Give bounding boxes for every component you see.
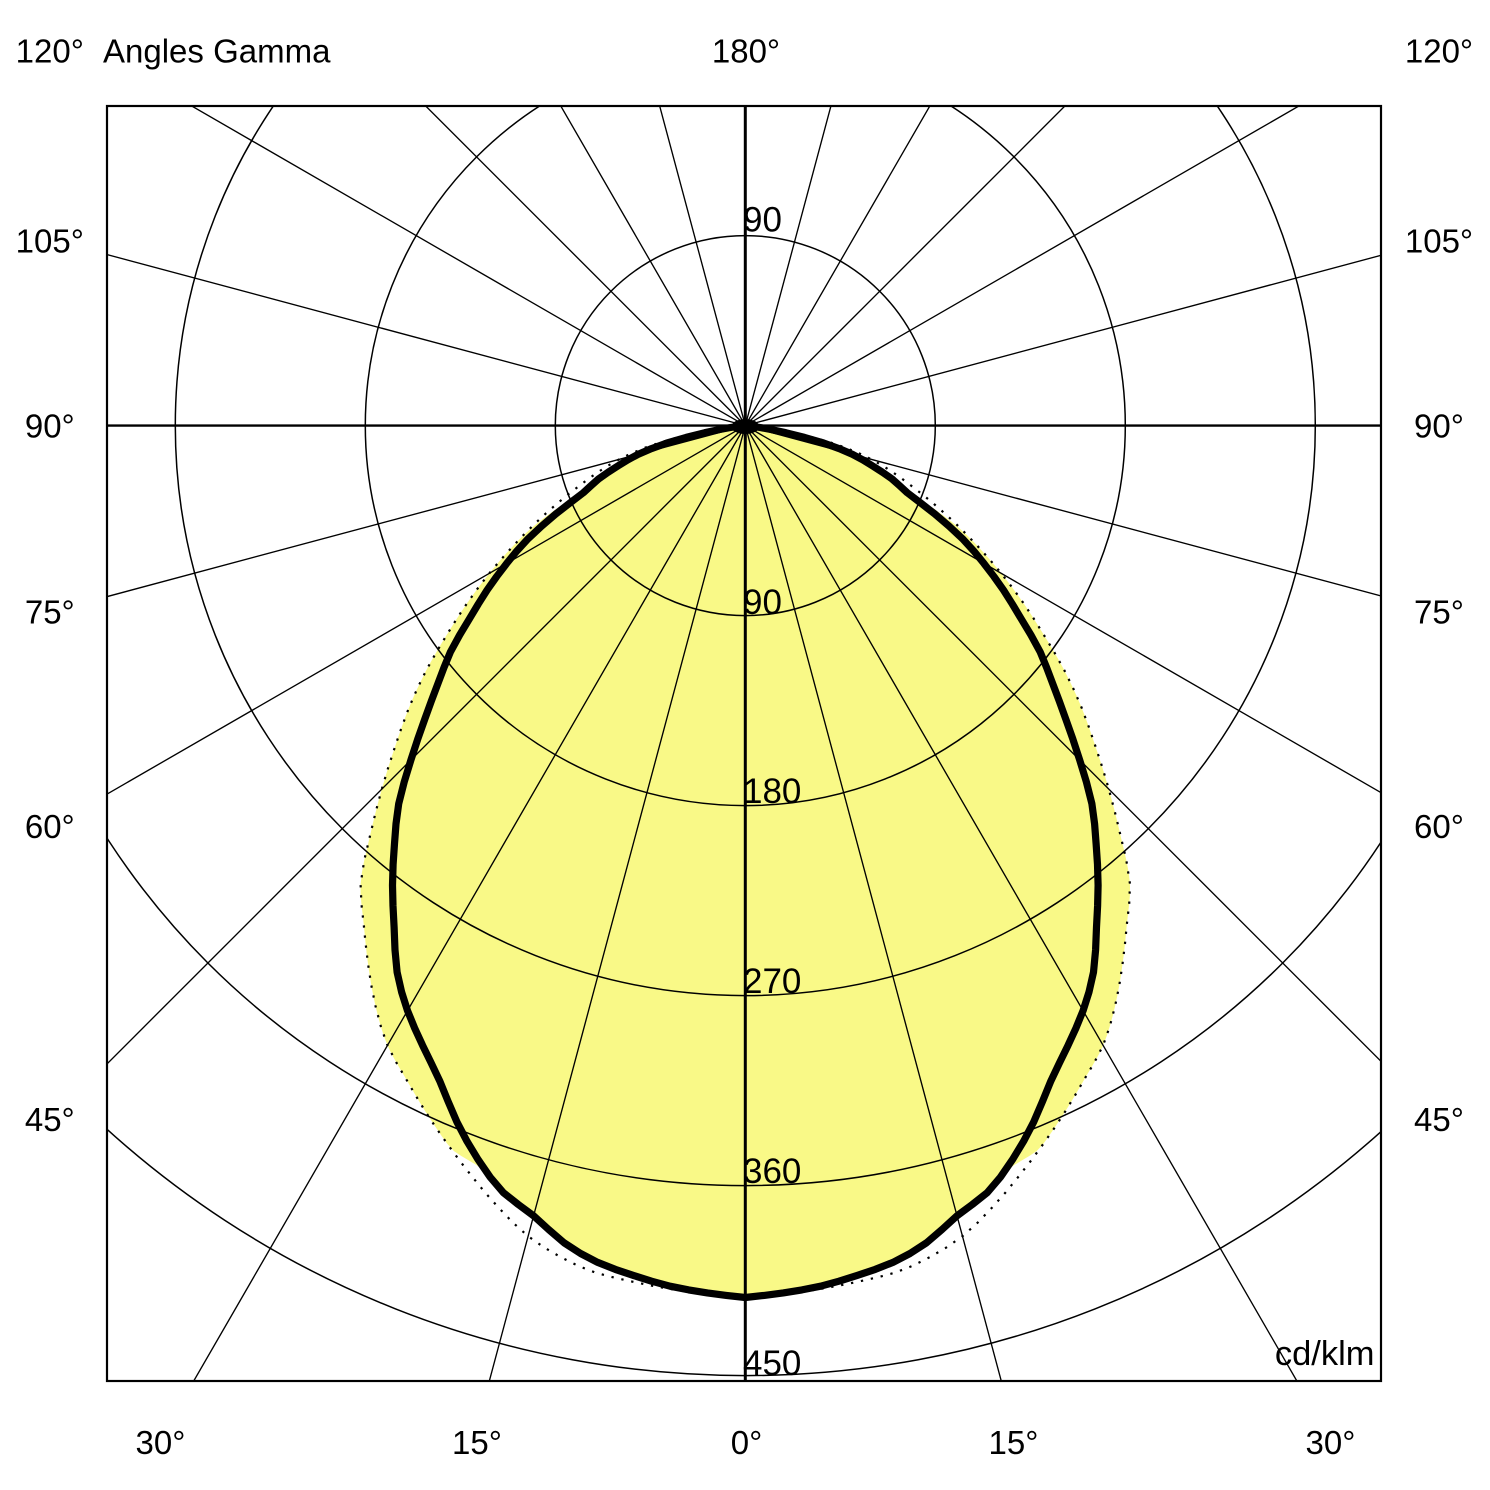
svg-text:cd/klm: cd/klm: [1275, 1335, 1375, 1373]
svg-text:105°: 105°: [16, 223, 84, 260]
svg-text:45°: 45°: [1414, 1101, 1464, 1138]
svg-text:120°: 120°: [1405, 33, 1473, 70]
svg-text:90: 90: [743, 201, 782, 240]
svg-text:60°: 60°: [1414, 808, 1464, 845]
svg-text:75°: 75°: [1414, 593, 1464, 630]
svg-text:450: 450: [743, 1344, 801, 1383]
svg-text:105°: 105°: [1405, 223, 1473, 260]
svg-text:75°: 75°: [25, 593, 75, 630]
svg-text:180°: 180°: [712, 33, 780, 70]
svg-text:360: 360: [743, 1152, 801, 1191]
svg-text:30°: 30°: [136, 1424, 186, 1461]
svg-text:90: 90: [743, 583, 782, 622]
svg-text:270: 270: [743, 962, 801, 1001]
svg-text:60°: 60°: [25, 808, 75, 845]
svg-text:120°: 120°: [16, 33, 84, 70]
svg-text:0°: 0°: [731, 1424, 763, 1461]
svg-text:45°: 45°: [25, 1101, 75, 1138]
svg-text:Angles Gamma: Angles Gamma: [103, 33, 331, 70]
svg-text:30°: 30°: [1306, 1424, 1356, 1461]
svg-text:180: 180: [743, 772, 801, 811]
svg-text:90°: 90°: [1414, 408, 1464, 445]
svg-text:15°: 15°: [989, 1424, 1039, 1461]
svg-text:90°: 90°: [25, 408, 75, 445]
svg-text:15°: 15°: [452, 1424, 502, 1461]
